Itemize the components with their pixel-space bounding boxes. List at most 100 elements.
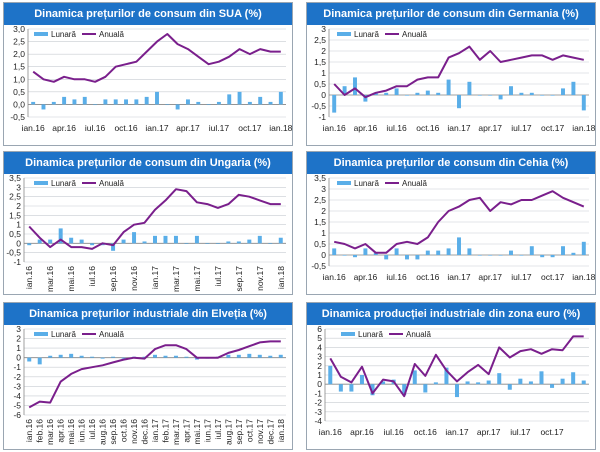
y-tick-label: 3 xyxy=(16,325,21,334)
bar-monthly xyxy=(571,81,576,95)
bar-monthly xyxy=(185,99,190,105)
chart-plot: -1-0,500,511,522,533,5 ian.16 mar.16 mai.16… xyxy=(6,174,286,292)
y-tick-label: -0,5 xyxy=(311,261,326,271)
bar-monthly xyxy=(423,384,428,393)
bar-monthly xyxy=(571,372,576,385)
y-tick-label: -3 xyxy=(314,407,322,417)
bar-monthly xyxy=(216,101,221,105)
bar-monthly xyxy=(342,86,347,95)
bar-monthly xyxy=(90,356,95,358)
x-tick-label: oct.17 xyxy=(540,427,563,437)
bar-monthly xyxy=(444,367,449,385)
x-tick-label: oct.16 xyxy=(416,123,439,133)
y-tick-label: -2 xyxy=(314,398,322,408)
x-tick-label: iul.17 xyxy=(511,272,532,282)
bar-monthly xyxy=(27,243,32,246)
x-tick-label: iul.17 xyxy=(209,123,230,133)
y-tick-label: 2 xyxy=(317,361,322,371)
bar-monthly xyxy=(477,255,482,256)
bar-monthly xyxy=(184,356,189,358)
chart-panel-hungary-cpi: Dinamica prețurilor de consum din Ungari… xyxy=(3,151,293,295)
bar-monthly xyxy=(436,250,441,255)
y-tick-label: 3,0 xyxy=(13,25,25,34)
legend-label-annual: Anuală xyxy=(406,330,431,339)
y-tick-label: -0,5 xyxy=(10,112,25,122)
y-tick-label: 2 xyxy=(16,201,21,211)
bar-monthly xyxy=(507,384,512,390)
chart-plot: -1-0,500,511,522,53 ian.16 apr.16 iul.16 oct… xyxy=(311,25,595,133)
x-tick-label: mai.17 xyxy=(192,419,202,445)
chart-panel-germany-cpi: Dinamica prețurilor de consum din German… xyxy=(306,2,596,146)
bar-monthly xyxy=(540,95,545,96)
bar-monthly xyxy=(142,356,147,358)
line-annual xyxy=(333,190,585,254)
bar-monthly xyxy=(529,246,534,255)
x-tick-label: nov.16 xyxy=(129,419,139,444)
y-tick-label: -1 xyxy=(13,362,21,372)
y-tick-label: 5 xyxy=(317,333,322,343)
y-tick-label: 6 xyxy=(317,325,322,334)
bar-monthly xyxy=(561,246,565,255)
x-tick-label: iul.16 xyxy=(85,123,106,133)
x-tick-label: ian.16 xyxy=(319,427,342,437)
bar-monthly xyxy=(79,355,84,358)
bar-monthly xyxy=(82,96,87,105)
x-tick-label: oct.16 xyxy=(119,419,129,442)
bar-monthly xyxy=(540,255,545,258)
bar-monthly xyxy=(402,384,407,396)
bar-monthly xyxy=(581,380,586,385)
x-tick-label: apr.16 xyxy=(354,272,378,282)
bar-monthly xyxy=(163,235,168,244)
bar-monthly xyxy=(268,101,273,105)
x-tick-label: nov.17 xyxy=(255,266,265,291)
y-tick-label: 0 xyxy=(321,250,326,260)
bar-monthly xyxy=(90,243,95,246)
bar-monthly xyxy=(467,248,472,255)
bar-monthly xyxy=(550,95,555,96)
bar-monthly xyxy=(58,354,63,358)
y-tick-label: 2 xyxy=(16,334,21,344)
bar-monthly xyxy=(37,239,42,244)
y-tick-label: 0 xyxy=(16,353,21,363)
bar-monthly xyxy=(332,95,337,113)
bar-monthly xyxy=(529,92,534,95)
x-tick-label: apr.16 xyxy=(52,123,76,133)
x-tick-label: ian.16 xyxy=(24,419,34,442)
bar-monthly xyxy=(373,92,378,95)
x-tick-label: feb.16 xyxy=(35,419,45,443)
y-tick-label: 3 xyxy=(321,184,326,194)
bar-monthly xyxy=(539,371,544,385)
chart-title: Dinamica prețurilor industriale din Elve… xyxy=(4,303,292,325)
y-tick-label: -5 xyxy=(13,400,21,410)
bar-monthly xyxy=(227,94,232,105)
bar-monthly xyxy=(236,354,241,358)
x-tick-label: iul.16 xyxy=(386,123,407,133)
legend-label-annual: Anuală xyxy=(99,330,124,339)
bar-monthly xyxy=(342,255,347,256)
bar-monthly xyxy=(465,381,470,385)
y-tick-label: 0,5 xyxy=(314,239,326,249)
bar-monthly xyxy=(457,237,461,255)
line-annual xyxy=(333,45,585,99)
bar-monthly xyxy=(528,381,533,385)
bar-monthly xyxy=(58,228,63,244)
y-tick-label: -1 xyxy=(318,112,326,122)
bar-monthly xyxy=(103,99,108,105)
y-tick-label: 1 xyxy=(321,228,326,238)
y-tick-label: 1 xyxy=(16,220,21,230)
y-tick-label: -4 xyxy=(314,416,322,426)
bar-monthly xyxy=(457,95,461,109)
y-tick-label: -3 xyxy=(13,381,21,391)
bar-monthly xyxy=(93,104,98,106)
bar-monthly xyxy=(111,243,116,251)
bar-monthly xyxy=(226,354,231,358)
bar-monthly xyxy=(51,101,56,105)
x-tick-label: nov.16 xyxy=(129,266,139,291)
x-tick-label: iul.17 xyxy=(213,419,223,440)
bar-monthly xyxy=(236,241,241,244)
y-tick-label: 3 xyxy=(321,25,326,34)
y-tick-label: 0 xyxy=(317,379,322,389)
bar-monthly xyxy=(433,382,438,385)
bar-monthly xyxy=(165,104,170,106)
